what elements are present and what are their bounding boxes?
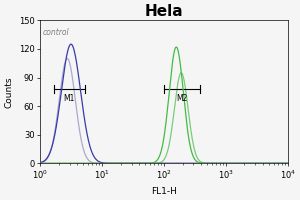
Text: M2: M2 bbox=[176, 94, 188, 103]
X-axis label: FL1-H: FL1-H bbox=[151, 187, 177, 196]
Y-axis label: Counts: Counts bbox=[4, 76, 13, 108]
Text: M1: M1 bbox=[63, 94, 75, 103]
Title: Hela: Hela bbox=[145, 4, 183, 19]
Text: control: control bbox=[43, 28, 70, 37]
